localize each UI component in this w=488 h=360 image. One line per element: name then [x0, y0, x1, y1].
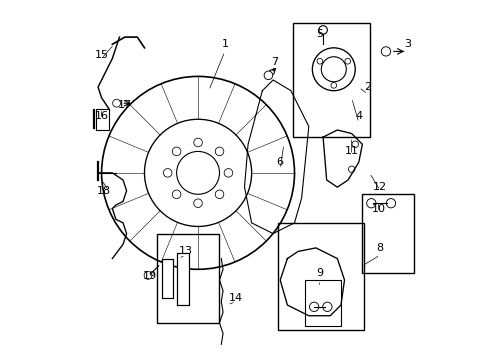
Text: 9: 9: [315, 268, 323, 278]
Text: 13: 13: [178, 247, 192, 256]
Text: 11: 11: [344, 147, 358, 157]
Circle shape: [112, 99, 121, 107]
Text: 6: 6: [276, 157, 283, 167]
Text: 7: 7: [271, 57, 278, 67]
Polygon shape: [176, 253, 189, 305]
Text: 12: 12: [372, 182, 386, 192]
Circle shape: [264, 71, 272, 80]
Polygon shape: [162, 258, 173, 298]
Text: 2: 2: [364, 82, 370, 92]
Text: 15: 15: [94, 50, 108, 60]
Circle shape: [381, 47, 390, 56]
Text: 17: 17: [118, 100, 132, 110]
Text: 14: 14: [228, 293, 242, 303]
Text: 3: 3: [404, 39, 411, 49]
Text: 19: 19: [142, 271, 157, 282]
Text: 10: 10: [371, 203, 385, 213]
Text: 4: 4: [354, 111, 362, 121]
Text: 8: 8: [376, 243, 383, 253]
Text: 16: 16: [94, 111, 108, 121]
Text: 18: 18: [96, 186, 110, 196]
Text: 1: 1: [221, 39, 228, 49]
Text: 5: 5: [315, 28, 323, 39]
